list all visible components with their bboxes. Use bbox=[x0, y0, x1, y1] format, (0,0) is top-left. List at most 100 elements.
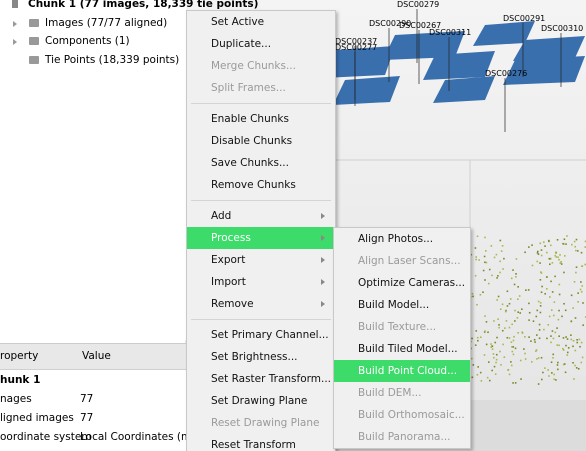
tree-item[interactable]: Tie Points (18,339 points) bbox=[45, 54, 180, 66]
point bbox=[571, 243, 573, 246]
point bbox=[483, 331, 486, 333]
chunk-label[interactable]: Chunk 1 (77 images, 18,339 tie points) bbox=[28, 0, 259, 10]
point bbox=[484, 250, 487, 252]
point bbox=[484, 315, 486, 317]
point bbox=[484, 261, 486, 264]
menu-item[interactable]: Remove Chunks bbox=[211, 179, 296, 191]
point bbox=[487, 331, 489, 334]
menu-item[interactable]: Disable Chunks bbox=[211, 135, 293, 147]
point bbox=[556, 344, 559, 346]
point bbox=[511, 350, 514, 353]
separator bbox=[191, 103, 331, 104]
point bbox=[494, 373, 497, 375]
point bbox=[524, 352, 526, 355]
point bbox=[515, 273, 517, 275]
menu-item: Build Texture... bbox=[358, 321, 437, 333]
point bbox=[501, 245, 504, 247]
point bbox=[498, 326, 500, 329]
point bbox=[485, 343, 488, 346]
workspace-tree: Chunk 1 (77 images, 18,339 tie points) I… bbox=[0, 0, 258, 340]
point bbox=[567, 347, 570, 349]
point bbox=[472, 295, 474, 298]
point bbox=[565, 336, 567, 338]
menu-item[interactable]: Process bbox=[187, 227, 335, 249]
point bbox=[559, 254, 561, 256]
point bbox=[538, 337, 541, 340]
point bbox=[540, 291, 543, 294]
menu-item[interactable]: Add bbox=[187, 205, 335, 227]
point bbox=[548, 375, 550, 377]
point bbox=[549, 263, 551, 266]
menu-item[interactable]: Optimize Cameras... bbox=[358, 277, 466, 289]
point bbox=[490, 245, 493, 247]
tree-item[interactable]: Components (1) bbox=[45, 35, 130, 47]
point bbox=[523, 348, 525, 350]
point bbox=[483, 255, 486, 258]
point bbox=[573, 378, 575, 380]
point bbox=[506, 305, 509, 307]
property-cell: oordinate system bbox=[0, 431, 92, 443]
menu-item[interactable]: Save Chunks... bbox=[211, 157, 289, 169]
point bbox=[487, 361, 490, 363]
point bbox=[545, 288, 548, 290]
menu-item[interactable]: Set Brightness... bbox=[211, 351, 298, 363]
point bbox=[572, 307, 574, 309]
point bbox=[574, 349, 577, 352]
point bbox=[491, 274, 493, 277]
point bbox=[539, 242, 542, 245]
point bbox=[552, 314, 555, 317]
point bbox=[574, 364, 576, 367]
property-cell: nages bbox=[0, 393, 32, 405]
point bbox=[566, 235, 568, 237]
point bbox=[495, 353, 498, 356]
point bbox=[471, 337, 473, 340]
point bbox=[515, 258, 518, 260]
point bbox=[501, 303, 504, 306]
point bbox=[471, 376, 474, 379]
point bbox=[497, 295, 500, 298]
menu-item[interactable]: Export bbox=[187, 249, 335, 271]
point bbox=[558, 258, 560, 261]
menu-item[interactable]: Set Raster Transform... bbox=[211, 373, 332, 385]
menu-item[interactable]: Set Active bbox=[211, 16, 265, 28]
menu-item[interactable]: Duplicate... bbox=[211, 38, 272, 50]
point bbox=[497, 275, 499, 277]
menu-item: Split Frames... bbox=[211, 82, 286, 94]
point bbox=[520, 378, 522, 380]
menu-item[interactable]: Reset Transform bbox=[211, 439, 296, 451]
point bbox=[490, 343, 492, 345]
point bbox=[538, 329, 541, 331]
menu-item[interactable]: Remove bbox=[187, 293, 335, 315]
menu-item[interactable]: Build Tiled Model... bbox=[358, 343, 458, 355]
point bbox=[474, 247, 477, 249]
point bbox=[510, 341, 513, 343]
point bbox=[486, 376, 489, 379]
camera-label: DSC00290 bbox=[369, 19, 411, 28]
point bbox=[557, 256, 559, 259]
menu-item[interactable]: Set Drawing Plane bbox=[211, 395, 308, 407]
point bbox=[573, 240, 576, 243]
menu-item[interactable]: Enable Chunks bbox=[211, 113, 289, 125]
point bbox=[470, 357, 473, 360]
point bbox=[559, 262, 562, 264]
properties-panel: roperty Value hunk 1 nages 77 ligned images… bbox=[0, 343, 195, 451]
point bbox=[555, 256, 558, 258]
menu-item[interactable]: Build Model... bbox=[358, 299, 430, 311]
point bbox=[499, 260, 501, 263]
point bbox=[575, 271, 577, 274]
menu-item[interactable]: Set Primary Channel... bbox=[211, 329, 329, 341]
point bbox=[572, 361, 574, 364]
point bbox=[512, 382, 514, 384]
point bbox=[513, 335, 515, 338]
point bbox=[508, 337, 511, 339]
point bbox=[556, 364, 559, 366]
process-submenu: Align Photos... Align Laser Scans... Optim… bbox=[333, 227, 471, 449]
menu-item[interactable]: Align Photos... bbox=[358, 233, 434, 245]
menu-item[interactable]: Build Point Cloud... bbox=[334, 360, 470, 382]
point bbox=[562, 347, 564, 350]
point bbox=[548, 239, 550, 242]
tree-item[interactable]: Images (77/77 aligned) bbox=[45, 17, 168, 29]
menu-item[interactable]: Import bbox=[187, 271, 335, 293]
point bbox=[537, 357, 540, 359]
tree-icon bbox=[29, 37, 39, 45]
